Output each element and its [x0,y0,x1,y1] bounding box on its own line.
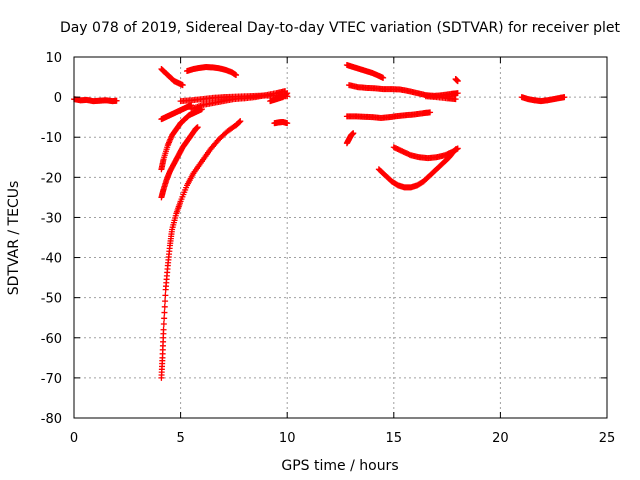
data-point [454,90,461,97]
data-point [454,78,461,85]
data-point [561,94,568,101]
y-tick-label: 10 [45,51,62,66]
series-arc-16 [343,109,434,121]
series-arc-15 [452,76,461,85]
series-arc-11 [267,90,291,105]
x-tick-label: 5 [176,431,184,446]
x-axis-label: GPS time / hours [281,458,398,474]
data-point [160,326,167,333]
data-point [380,74,387,81]
data-point [427,109,434,116]
chart-title: Day 078 of 2019, Sidereal Day-to-day VTE… [60,20,621,36]
ticks-layer: 0 5 10 15 20 25 10 0 -10 -20 -30 -40 -50 -60 -70 -80 [41,51,616,446]
series-arc-4 [158,118,244,381]
series-arc-18 [390,144,461,162]
x-tick-label: 25 [599,431,616,446]
series-arc-12 [343,62,387,81]
data-point [194,124,201,131]
series-arc-2 [158,66,186,89]
data-point [161,303,168,310]
series-arc-10 [271,118,291,127]
data-point [160,321,167,328]
data-points-layer [71,62,568,381]
data-point [162,298,169,305]
y-tick-label: -20 [41,171,62,186]
data-point [350,130,357,137]
data-point [162,292,169,299]
series-arc-19 [375,146,459,191]
data-point [161,309,168,316]
y-tick-label: 0 [54,91,62,106]
series-arc-14 [422,93,459,103]
plot-frame [73,56,608,419]
data-point [284,90,291,97]
y-tick-label: -60 [41,332,62,347]
series-arc-1 [71,96,120,105]
y-tick-label: -30 [41,211,62,226]
x-tick-label: 20 [492,431,509,446]
series-arc-20 [518,94,568,105]
data-point [451,147,458,154]
y-tick-label: -50 [41,292,62,307]
data-point [452,146,459,153]
y-tick-label: -10 [41,131,62,146]
series-arc-9 [188,88,289,113]
data-point [452,96,459,103]
y-tick-label: -80 [41,412,62,427]
series-arc-7 [158,102,195,123]
x-tick-label: 0 [70,431,78,446]
data-point [233,72,240,79]
series-arc-3 [183,64,240,79]
data-point [179,82,186,89]
series-arc-17 [343,130,357,147]
y-axis-label: SDTVAR / TECUs [6,181,22,296]
data-point [113,97,120,104]
y-tick-label: -70 [41,372,62,387]
data-point [237,118,244,125]
x-tick-label: 10 [279,431,296,446]
x-tick-label: 15 [386,431,403,446]
data-point [161,315,168,322]
data-point [284,120,291,127]
y-tick-label: -40 [41,252,62,267]
series-arc-5 [158,124,201,201]
